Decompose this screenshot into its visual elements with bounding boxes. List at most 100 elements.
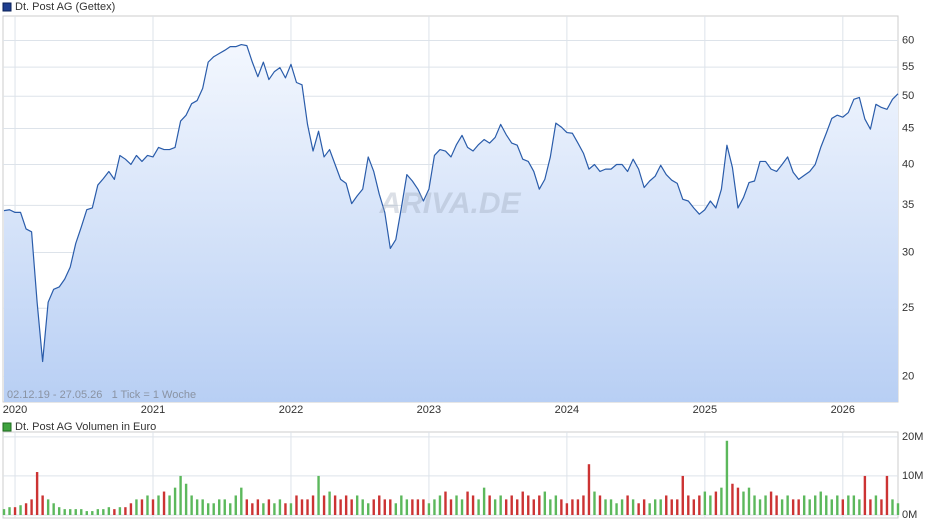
y-tick-label: 50 [902, 90, 914, 102]
volume-bar [814, 495, 817, 515]
volume-bar [560, 499, 563, 515]
volume-bar [753, 495, 756, 515]
volume-bar [206, 503, 210, 515]
volume-bar [85, 511, 88, 515]
volume-bar [57, 507, 61, 515]
volume-bar [162, 491, 166, 515]
volume-bar [891, 499, 894, 515]
volume-bar [52, 503, 55, 515]
volume-bar [780, 499, 784, 515]
volume-bar [129, 503, 133, 515]
y-tick-label: 10M [902, 470, 923, 482]
y-tick-label: 20 [902, 370, 914, 382]
volume-bar [394, 503, 398, 515]
volume-bar [626, 495, 629, 515]
volume-bar [482, 487, 486, 515]
volume-bar [173, 487, 177, 515]
legend-label: Dt. Post AG Volumen in Euro [15, 421, 156, 433]
volume-bar [714, 491, 718, 515]
y-tick-label: 30 [902, 246, 914, 258]
volume-bar [648, 503, 651, 515]
volume-bar [769, 491, 773, 515]
volume-bar [681, 475, 684, 515]
volume-bar [471, 495, 475, 515]
volume-bar [720, 487, 723, 515]
volume-bar [212, 503, 215, 515]
legend-label: Dt. Post AG (Gettex) [15, 1, 115, 13]
volume-bar [300, 499, 304, 515]
volume-bar [775, 495, 778, 515]
x-tick-label: 2020 [3, 404, 27, 416]
volume-bar [372, 499, 375, 515]
volume-bar [19, 505, 22, 515]
volume-bar [245, 499, 249, 515]
volume-bar [504, 499, 508, 515]
volume-bar [615, 503, 618, 515]
y-tick-label: 0M [902, 509, 917, 521]
volume-bar [69, 509, 72, 515]
volume-bar [278, 499, 282, 515]
volume-bar [113, 509, 116, 515]
volume-bar [488, 495, 491, 515]
volume-bar [251, 503, 254, 515]
volume-bar [118, 507, 122, 515]
volume-bar [427, 503, 431, 515]
volume-bar [322, 495, 326, 515]
y-tick-label: 20M [902, 431, 923, 443]
volume-bar [107, 507, 111, 515]
y-tick-label: 45 [902, 122, 914, 134]
volume-bar [858, 499, 861, 515]
legend-swatch [2, 422, 12, 432]
volume-bar [24, 503, 28, 515]
volume-bar [847, 495, 850, 515]
volume-bar [444, 491, 447, 515]
volume-bar [598, 495, 602, 515]
volume-bar [135, 499, 138, 515]
volume-bar [510, 495, 513, 515]
volume-bar [400, 495, 403, 515]
volume-bar [692, 499, 696, 515]
y-tick-label: 60 [902, 34, 914, 46]
volume-bar [102, 509, 105, 515]
volume-bar [306, 499, 309, 515]
volume-bar [466, 491, 469, 515]
volume-bar [289, 503, 293, 515]
volume-bar [378, 495, 381, 515]
volume-bar [256, 499, 260, 515]
volume-bar [438, 495, 442, 515]
volume-bar [499, 495, 502, 515]
volume-bar [2, 509, 6, 515]
volume-bar [96, 509, 100, 515]
volume-bar [460, 499, 464, 515]
volume-bar [223, 499, 226, 515]
volume-bar [747, 487, 751, 515]
volume-bar [703, 491, 707, 515]
volume-bar [852, 495, 856, 515]
volume-bar [808, 499, 811, 515]
volume-bar [549, 499, 552, 515]
volume-bar [565, 503, 569, 515]
volume-bar [670, 499, 673, 515]
volume-bar [527, 495, 530, 515]
volume-bar [411, 499, 414, 515]
volume-bar [676, 499, 679, 515]
x-tick-label: 2021 [141, 404, 165, 416]
area-fill [4, 44, 898, 403]
volume-bar [477, 499, 480, 515]
volume-bar [350, 499, 353, 515]
x-tick-label: 2022 [279, 404, 303, 416]
volume-bar [273, 503, 276, 515]
volume-bar [8, 507, 11, 515]
volume-bar [709, 495, 712, 515]
volume-bar [267, 499, 271, 515]
volume-bar [146, 495, 149, 515]
x-tick-label: 2026 [831, 404, 855, 416]
volume-bar [521, 491, 524, 515]
volume-bar [830, 499, 833, 515]
volume-bar [13, 507, 17, 515]
volume-bar [63, 509, 66, 515]
volume-bar [543, 491, 547, 515]
volume-bar [295, 495, 298, 515]
volume-bar [416, 499, 420, 515]
